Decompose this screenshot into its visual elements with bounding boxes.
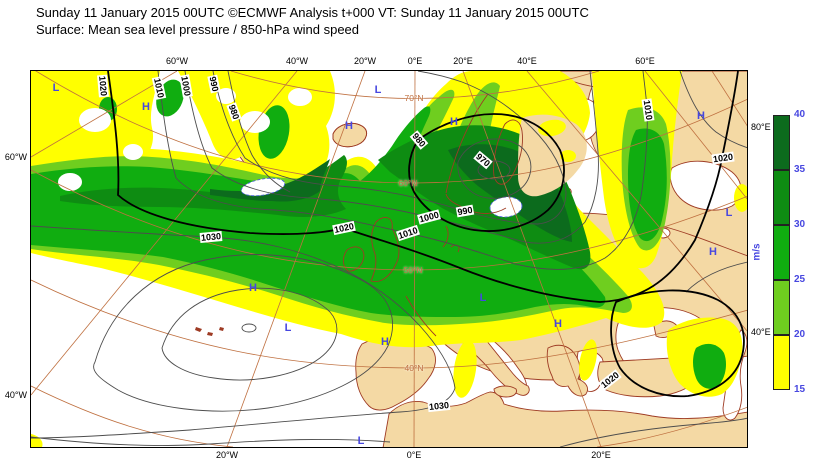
colorbar-tick: 25 (794, 273, 806, 285)
colorbar-unit-label: m/s (751, 243, 763, 261)
chart-title-line1: Sunday 11 January 2015 00UTC ©ECMWF Anal… (36, 5, 589, 20)
chart-title-line2: Surface: Mean sea level pressure / 850-h… (36, 22, 360, 37)
peninsulas-islands (455, 320, 702, 398)
colorbar-segment-30-35 (773, 170, 790, 225)
isobars-thick (107, 71, 745, 398)
azores-islands (195, 327, 224, 336)
colorbar-tick: 15 (794, 383, 806, 395)
colorbar-tick: 30 (794, 218, 806, 230)
colorbar-tick: 40 (794, 108, 806, 120)
colorbar-segment-35-40 (773, 115, 790, 170)
colorbar-segment-20-25 (773, 280, 790, 335)
colorbar-tick: 35 (794, 163, 806, 175)
chart-title: Sunday 11 January 2015 00UTC ©ECMWF Anal… (36, 4, 589, 38)
colorbar-tick: 20 (794, 328, 806, 340)
colorbar-segment-15-20 (773, 335, 790, 390)
colorbar-segment-25-30 (773, 225, 790, 280)
map-border (30, 70, 748, 448)
